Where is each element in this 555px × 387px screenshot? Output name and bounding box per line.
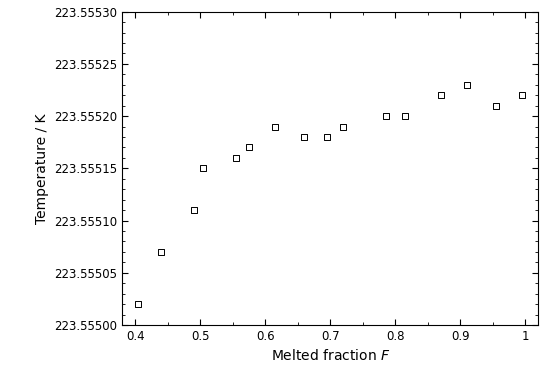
Point [270,123,279,130]
X-axis label: Melted fraction $F$: Melted fraction $F$ [270,349,390,363]
Point [381,113,390,119]
Point [518,92,527,98]
Point [322,134,331,140]
Y-axis label: Temperature / K: Temperature / K [34,113,48,224]
Point [462,82,471,88]
Point [189,207,198,213]
Point [245,144,254,151]
Point [157,249,165,255]
Point [231,155,240,161]
Point [300,134,309,140]
Point [199,165,208,171]
Point [401,113,410,119]
Point [436,92,445,98]
Point [134,301,143,307]
Point [492,103,501,109]
Point [339,123,347,130]
